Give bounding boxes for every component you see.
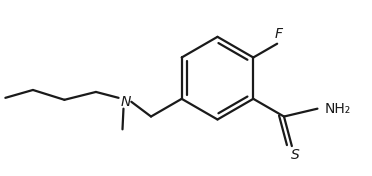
Text: NH₂: NH₂ <box>324 102 350 116</box>
Text: S: S <box>291 148 300 162</box>
Text: N: N <box>120 95 131 109</box>
Text: F: F <box>274 27 282 41</box>
